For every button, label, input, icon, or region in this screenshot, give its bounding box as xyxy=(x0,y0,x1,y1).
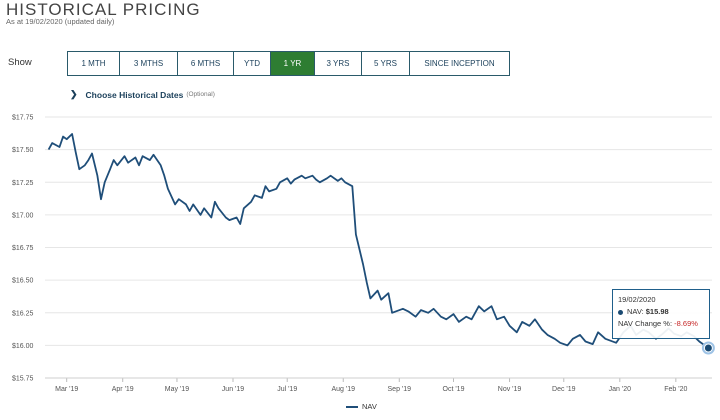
chevron-right-icon: ❯ xyxy=(70,89,78,99)
y-tick-label: $16.75 xyxy=(12,245,34,252)
y-tick-label: $17.50 xyxy=(12,147,34,154)
y-tick-label: $15.75 xyxy=(12,376,34,383)
highlight-point xyxy=(704,344,712,352)
y-tick-label: $16.50 xyxy=(12,278,34,285)
tab-1-year[interactable]: 1 YR xyxy=(271,52,315,75)
optional-label: (Optional) xyxy=(186,91,215,98)
tab-5-years[interactable]: 5 YRS xyxy=(362,52,410,75)
tooltip-nav-value: $15.98 xyxy=(645,307,669,316)
tab-3-months[interactable]: 3 MTHS xyxy=(120,52,178,75)
period-tabs: 1 MTH 3 MTHS 6 MTHS YTD 1 YR 3 YRS 5 YRS… xyxy=(67,51,510,76)
nav-line-chart: $17.75 $17.50 $17.25 $17.00 $16.75 $16.50 $16.… xyxy=(12,115,715,393)
y-tick-label: $17.75 xyxy=(12,115,34,122)
x-tick-label: Oct '19 xyxy=(443,386,465,393)
choose-historical-dates-toggle[interactable]: ❯ Choose Historical Dates (Optional) xyxy=(70,89,215,100)
page-title: HISTORICAL PRICING xyxy=(6,0,201,19)
y-tick-label: $17.00 xyxy=(12,212,34,219)
x-tick-label: Apr '19 xyxy=(112,386,134,393)
tab-ytd[interactable]: YTD xyxy=(234,52,271,75)
y-tick-label: $17.25 xyxy=(12,180,34,187)
tooltip-nav-label: NAV: xyxy=(627,307,644,316)
x-tick-label: Dec '19 xyxy=(552,386,576,393)
series-dot-icon xyxy=(618,309,623,315)
tab-1-month[interactable]: 1 MTH xyxy=(68,52,120,75)
tooltip-change-value: -8.69% xyxy=(674,319,698,328)
x-tick-label: Jan '20 xyxy=(609,386,631,393)
tooltip-date: 19/02/2020 xyxy=(618,295,656,304)
show-label: Show xyxy=(8,57,32,68)
x-tick-label: Mar '19 xyxy=(55,386,78,393)
tab-3-years[interactable]: 3 YRS xyxy=(315,52,362,75)
x-tick-label: Jul '19 xyxy=(277,386,297,393)
choose-dates-label: Choose Historical Dates xyxy=(85,89,184,100)
nav-series-line xyxy=(47,133,709,349)
y-tick-label: $16.25 xyxy=(12,310,34,317)
x-tick-label: Aug '19 xyxy=(331,386,355,393)
tab-since-inception[interactable]: SINCE INCEPTION xyxy=(410,52,509,75)
x-tick-label: Jun '19 xyxy=(222,386,244,393)
y-tick-label: $16.00 xyxy=(12,343,34,350)
legend-swatch xyxy=(346,405,358,408)
x-tick-label: Nov '19 xyxy=(498,386,522,393)
x-tick-label: Sep '19 xyxy=(388,386,412,393)
x-tick-label: May '19 xyxy=(165,386,189,393)
chart-legend[interactable]: NAV xyxy=(346,402,377,411)
tab-6-months[interactable]: 6 MTHS xyxy=(178,52,234,75)
legend-label: NAV xyxy=(362,402,377,411)
nav-tooltip: 19/02/2020 NAV: $15.98 NAV Change %: -8.… xyxy=(612,289,710,339)
tooltip-change-label: NAV Change %: xyxy=(618,319,673,328)
as-at-date: As at 19/02/2020 (updated daily) xyxy=(6,17,115,26)
x-tick-label: Feb '20 xyxy=(664,386,687,393)
